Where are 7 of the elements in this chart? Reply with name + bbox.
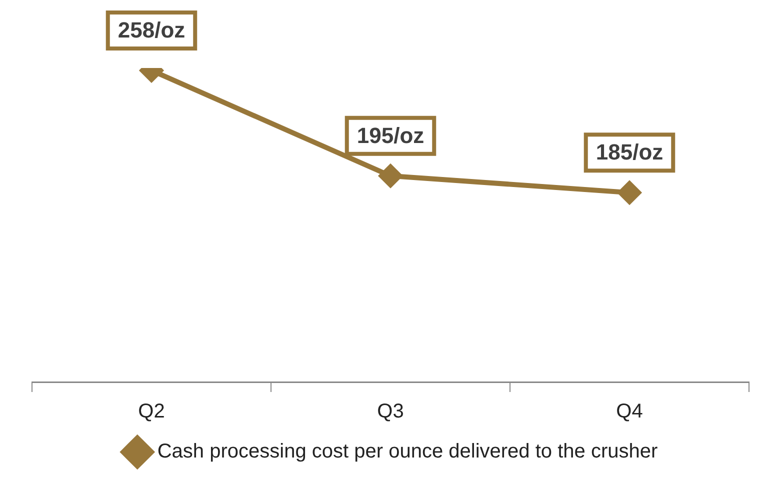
data-label: 185/oz [596, 140, 664, 165]
x-tick-label: Q2 [138, 400, 165, 423]
x-tick-label: Q3 [377, 400, 404, 423]
x-tick-label: Q4 [616, 400, 643, 423]
data-label: 258/oz [118, 18, 186, 43]
legend-label: Cash processing cost per ounce delivered to the crusher [157, 440, 658, 463]
data-label: 195/oz [356, 122, 424, 148]
